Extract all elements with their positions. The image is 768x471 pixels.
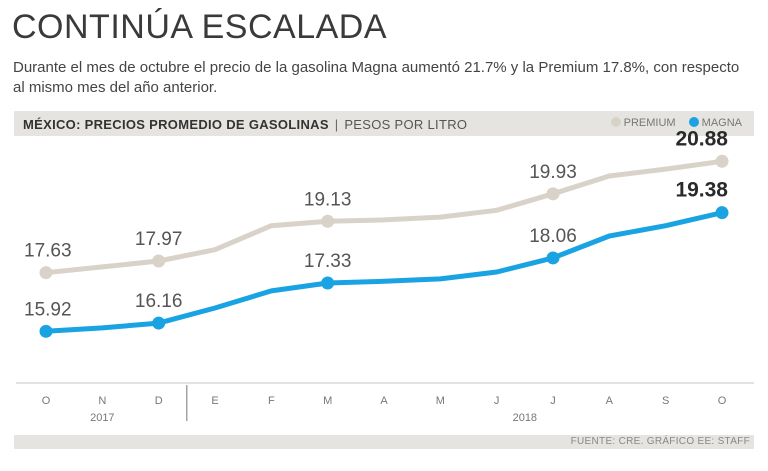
premium-dot-icon [610,117,621,127]
x-tick-label: M [436,395,445,407]
legend-label-magna: MAGNA [701,117,742,129]
data-point-premium [715,154,729,168]
x-tick-label: A [606,395,614,407]
series-line-premium [43,158,725,276]
year-label: 2017 [90,412,114,424]
data-label-magna: 16.16 [135,291,183,312]
band-title: MÉXICO: PRECIOS PROMEDIO DE GASOLINAS | … [23,117,467,132]
data-label-magna: 17.33 [304,251,352,272]
data-point-premium [152,254,166,268]
source-note: FUENTE: CRE. GRÁFICO EE: STAFF [570,436,750,447]
x-tick-label: J [550,395,556,407]
x-tick-label: M [323,395,332,407]
year-label: 2018 [513,412,537,424]
x-tick-label: E [211,395,218,407]
x-tick-label: D [155,395,163,407]
data-point-premium [321,214,335,228]
legend-item-magna: MAGNA [688,117,742,129]
data-point-premium [546,187,560,201]
data-point-magna [546,251,560,265]
data-label-premium: 19.13 [304,189,352,210]
data-label-premium: 17.97 [135,229,183,250]
data-point-magna [39,324,53,338]
data-label-magna: 18.06 [529,226,577,247]
data-label-premium: 20.88 [675,127,728,150]
chart-title: CONTINÚA ESCALADA [12,8,388,46]
footer-band: FUENTE: CRE. GRÁFICO EE: STAFF [14,435,754,449]
legend-label-premium: PREMIUM [623,117,676,129]
band-title-text: MÉXICO: PRECIOS PROMEDIO DE GASOLINAS [23,117,329,132]
data-label-premium: 19.93 [529,162,577,183]
x-tick-label: A [380,395,388,407]
x-tick-label: F [268,395,275,407]
legend: PREMIUM MAGNA [601,117,742,129]
x-tick-label: S [662,395,669,407]
data-point-premium [39,266,53,280]
chart-subtitle: Durante el mes de octubre el precio de l… [13,59,740,96]
band-units: PESOS POR LITRO [344,117,468,132]
x-tick-label: N [98,395,106,407]
x-tick-label: J [494,395,500,407]
legend-item-premium: PREMIUM [610,117,676,129]
data-point-magna [715,206,729,220]
x-tick-label: O [42,395,51,407]
band-separator: | [334,117,339,132]
data-point-magna [321,276,335,290]
x-tick-label: O [718,395,727,407]
magna-dot-icon [688,117,699,127]
data-label-magna: 19.38 [675,179,728,202]
data-label-magna: 15.92 [24,299,72,320]
header-band: MÉXICO: PRECIOS PROMEDIO DE GASOLINAS | … [14,111,754,136]
data-point-magna [152,316,166,330]
data-label-premium: 17.63 [24,241,72,262]
